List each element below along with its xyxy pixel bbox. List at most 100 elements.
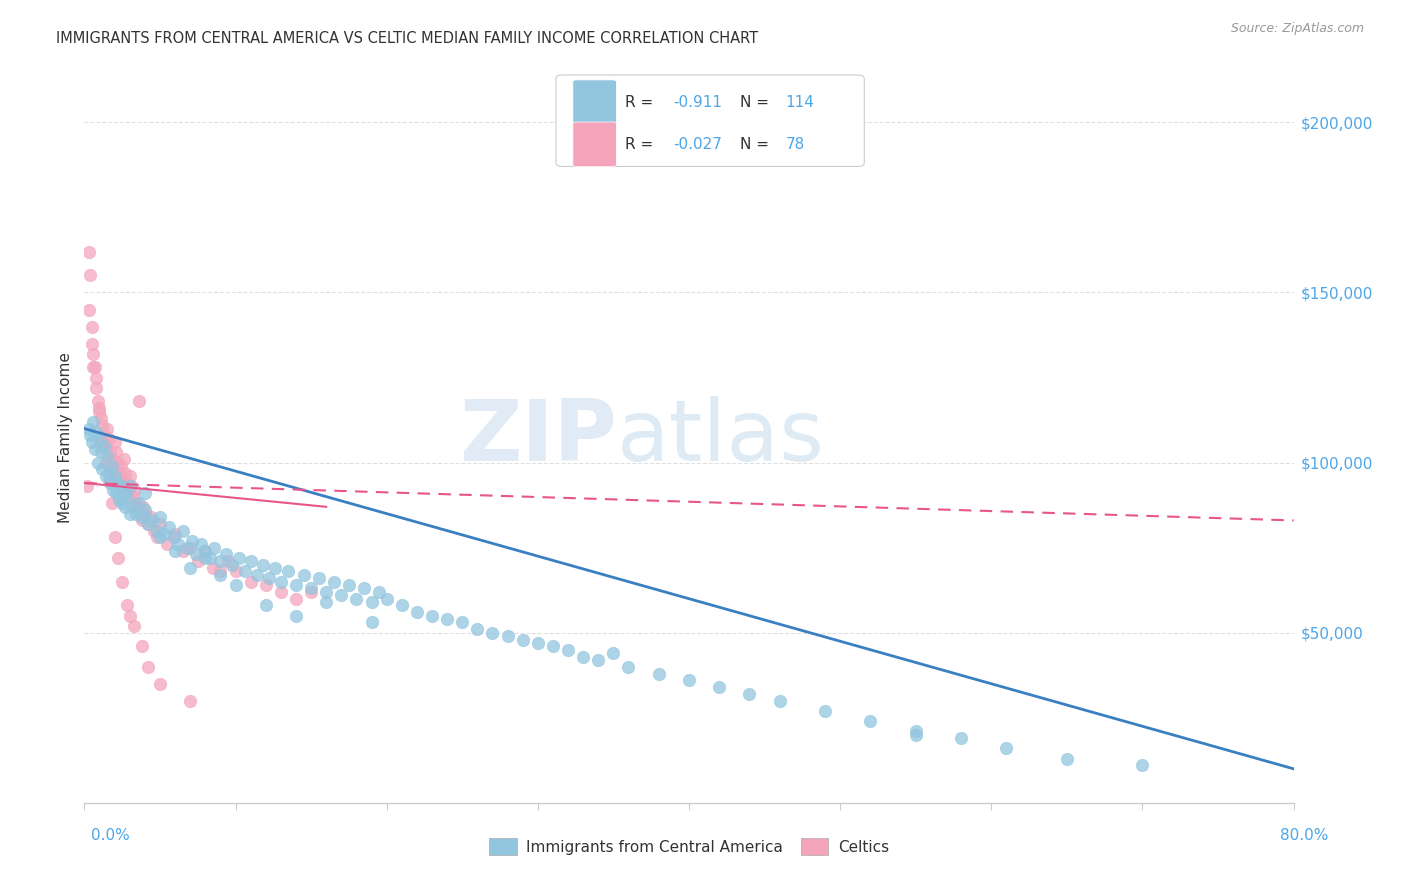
Point xyxy=(86,370,108,384)
Point xyxy=(176,541,198,555)
Point xyxy=(86,381,108,395)
Text: R =: R = xyxy=(624,95,658,110)
Point xyxy=(277,565,299,579)
Point xyxy=(118,469,141,483)
Point xyxy=(209,567,232,582)
Point xyxy=(190,537,212,551)
Point xyxy=(179,694,201,708)
Point xyxy=(80,435,103,450)
Point xyxy=(110,479,132,493)
Point xyxy=(149,531,172,545)
Point xyxy=(104,531,127,545)
Point xyxy=(129,507,152,521)
Point xyxy=(91,435,114,450)
Point xyxy=(648,666,671,681)
Point xyxy=(187,554,209,568)
Point xyxy=(122,483,145,497)
Point xyxy=(950,731,973,746)
Point xyxy=(120,479,142,493)
Point xyxy=(104,469,127,483)
Point xyxy=(77,302,100,317)
Point xyxy=(108,493,131,508)
Point xyxy=(94,456,117,470)
Point xyxy=(239,574,262,589)
Text: 0.0%: 0.0% xyxy=(91,828,131,843)
Point xyxy=(557,642,579,657)
Point xyxy=(180,533,202,548)
Point xyxy=(228,550,250,565)
Point xyxy=(149,516,172,531)
Point xyxy=(91,462,114,476)
Point xyxy=(709,680,731,694)
Point xyxy=(330,588,353,602)
Point xyxy=(201,561,224,575)
Point xyxy=(337,578,360,592)
Point xyxy=(285,591,308,606)
Point xyxy=(172,544,194,558)
Point xyxy=(221,558,243,572)
Point xyxy=(149,677,172,691)
Point xyxy=(239,554,262,568)
Point xyxy=(96,449,118,463)
Point xyxy=(157,520,180,534)
Point xyxy=(107,550,129,565)
Point xyxy=(80,319,103,334)
Point xyxy=(125,496,148,510)
Point xyxy=(292,567,315,582)
Text: 80.0%: 80.0% xyxy=(1281,828,1329,843)
Point xyxy=(76,479,98,493)
Point xyxy=(285,608,308,623)
Point xyxy=(225,565,247,579)
Point xyxy=(436,612,458,626)
Point xyxy=(134,503,156,517)
FancyBboxPatch shape xyxy=(572,122,616,167)
Point xyxy=(194,544,217,558)
Point xyxy=(215,548,238,562)
Point xyxy=(146,531,169,545)
Point xyxy=(738,687,761,701)
Point xyxy=(194,544,217,558)
Point xyxy=(451,615,474,630)
Point xyxy=(100,452,122,467)
Point xyxy=(84,360,107,375)
Point xyxy=(572,649,595,664)
Point xyxy=(209,554,232,568)
Point xyxy=(96,421,118,435)
Point xyxy=(131,640,153,654)
Point xyxy=(121,500,143,514)
Point xyxy=(134,507,156,521)
Point xyxy=(105,445,128,459)
Point xyxy=(114,500,136,514)
Point xyxy=(246,567,269,582)
Point xyxy=(202,541,225,555)
Point xyxy=(270,585,292,599)
Point xyxy=(82,415,104,429)
Point xyxy=(97,473,120,487)
Text: 114: 114 xyxy=(786,95,814,110)
Point xyxy=(859,714,882,728)
Point xyxy=(527,636,550,650)
Point xyxy=(322,574,344,589)
Point xyxy=(108,466,131,480)
Text: -0.911: -0.911 xyxy=(673,95,723,110)
Point xyxy=(128,394,150,409)
Text: N =: N = xyxy=(740,95,773,110)
Point xyxy=(94,469,117,483)
Point xyxy=(285,578,308,592)
Point xyxy=(115,490,138,504)
Point xyxy=(209,565,232,579)
Point xyxy=(165,544,187,558)
Point xyxy=(769,694,792,708)
Point xyxy=(122,619,145,633)
Point xyxy=(117,483,139,497)
Point xyxy=(77,421,100,435)
Point xyxy=(360,615,382,630)
Point xyxy=(1130,758,1153,772)
Point xyxy=(225,578,247,592)
Text: -0.027: -0.027 xyxy=(673,136,723,152)
Text: Source: ZipAtlas.com: Source: ZipAtlas.com xyxy=(1230,22,1364,36)
Point xyxy=(165,527,187,541)
Point xyxy=(172,524,194,538)
Point xyxy=(153,527,176,541)
Point xyxy=(93,439,115,453)
